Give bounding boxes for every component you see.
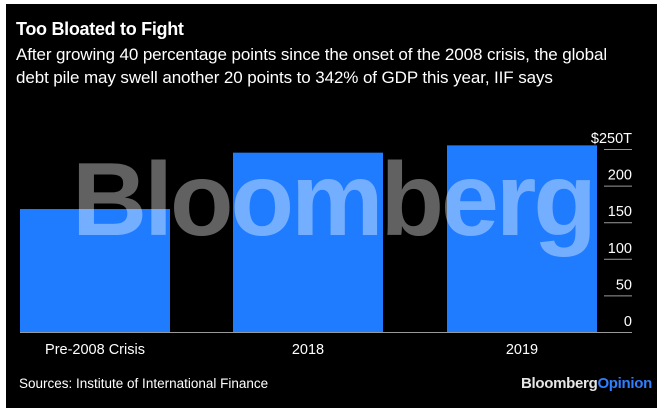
chart-subtitle: After growing 40 percentage points since… xyxy=(16,45,608,87)
bar-2019 xyxy=(447,145,597,332)
x-axis: Pre-2008 Crisis 2018 2019 xyxy=(45,342,538,358)
y-axis: 0 50 100 150 200 $250T xyxy=(591,131,632,330)
x-tick-label-2019: 2019 xyxy=(506,342,538,358)
y-tick-label-50: 50 xyxy=(616,277,632,293)
x-tick-label-2018: 2018 xyxy=(292,342,324,358)
y-tick-label-200: 200 xyxy=(608,168,632,184)
bloomberg-opinion-logo: BloombergOpinion xyxy=(521,375,652,392)
brand-primary: Bloomberg xyxy=(520,375,598,392)
bars-group xyxy=(20,145,597,332)
source-note: Sources: Institute of International Fina… xyxy=(19,376,269,391)
x-tick-label-pre-2008-crisis: Pre-2008 Crisis xyxy=(45,342,145,358)
brand-secondary: Opinion xyxy=(597,375,652,392)
y-tick-label-150: 150 xyxy=(608,204,632,220)
watermark-group: Bloomberg xyxy=(72,142,597,258)
bloomberg-watermark: Bloomberg xyxy=(72,142,594,258)
chart-title: Too Bloated to Fight xyxy=(16,19,184,39)
y-tick-label-100: 100 xyxy=(608,241,632,257)
y-tick-label-0: 0 xyxy=(624,314,632,330)
bar-2018 xyxy=(233,152,383,332)
bar-pre-2008-crisis xyxy=(20,209,170,332)
y-tick-label-250: $250T xyxy=(591,131,632,147)
